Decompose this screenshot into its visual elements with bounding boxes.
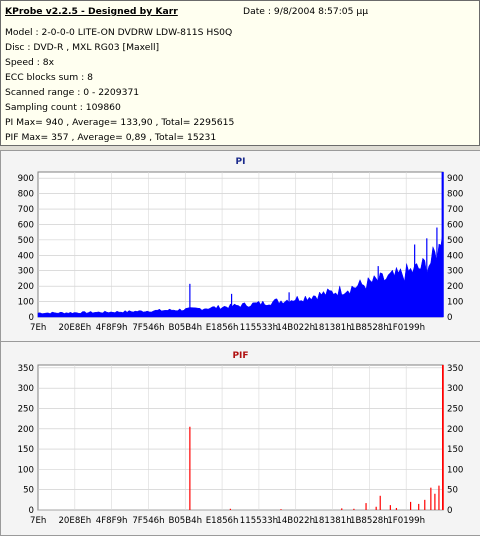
scan-date: Date : 9/8/2004 8:57:05 μμ: [243, 6, 369, 17]
x-tick-label: 181381h: [313, 323, 351, 333]
y-tick-label-left: 200: [18, 282, 34, 292]
pi-chart: 0 0 100 100 200 200 300 300 400 400 500 500 600 600 70…: [18, 171, 463, 333]
x-tick-label: 115533h: [240, 516, 278, 526]
y-tick-label-left: 350: [18, 364, 34, 374]
y-tick-label-left: 50: [23, 486, 34, 496]
y-tick-label-right: 50: [447, 486, 458, 496]
app-title: KProbe v2.2.5 - Designed by Karr: [5, 6, 178, 17]
sampling-count: Sampling count : 109860: [5, 102, 121, 113]
y-tick-label-left: 800: [18, 190, 34, 200]
y-tick-label-right: 350: [447, 364, 463, 374]
x-tick-label: B05B4h: [168, 516, 202, 526]
scanned-range: Scanned range : 0 - 2209371: [5, 87, 140, 98]
y-tick-label-right: 300: [447, 384, 463, 394]
y-tick-label-right: 400: [447, 251, 463, 261]
x-tick-label: 20E8Eh: [58, 323, 91, 333]
drive-model: Model : 2-0-0-0 LITE-ON DVDRW LDW-811S H…: [5, 27, 233, 38]
x-tick-label: 1B8528h: [350, 323, 389, 333]
y-tick-label-right: 500: [447, 236, 463, 246]
y-tick-label-right: 900: [447, 174, 463, 184]
y-tick-label-left: 250: [18, 404, 34, 414]
x-tick-label: 181381h: [313, 516, 351, 526]
y-tick-label-right: 300: [447, 267, 463, 277]
y-tick-label-left: 0: [29, 313, 34, 323]
y-tick-label-left: 300: [18, 384, 34, 394]
y-tick-label-left: 600: [18, 220, 34, 230]
y-tick-label-right: 700: [447, 205, 463, 215]
y-tick-label-left: 200: [18, 425, 34, 435]
disc-type: Disc : DVD-R , MXL RG03 [Maxell]: [5, 42, 160, 53]
report-header: KProbe v2.2.5 - Designed by Karr Date : …: [0, 0, 480, 146]
y-tick-label-right: 600: [447, 220, 463, 230]
y-tick-label-right: 100: [447, 298, 463, 308]
y-tick-label-left: 100: [18, 465, 34, 475]
y-tick-label-right: 800: [447, 190, 463, 200]
y-tick-label-left: 500: [18, 236, 34, 246]
pi-summary: PI Max= 940 , Average= 133,90 , Total= 2…: [5, 117, 235, 128]
y-tick-label-right: 100: [447, 465, 463, 475]
x-tick-label: 4F8F9h: [96, 516, 128, 526]
y-tick-label-left: 100: [18, 298, 34, 308]
pif-chart-panel: PIF 0 0 50 50 100 100 150 150 200 200 250 250 300 300…: [0, 341, 480, 536]
plot-area: [37, 364, 444, 511]
y-tick-label-right: 150: [447, 445, 463, 455]
x-tick-label: 1F0199h: [387, 516, 425, 526]
y-tick-label-left: 700: [18, 205, 34, 215]
x-tick-label: 14B022h: [276, 323, 315, 333]
x-tick-label: 7F546h: [132, 516, 164, 526]
x-tick-label: 14B022h: [276, 516, 315, 526]
x-tick-label: 1B8528h: [350, 516, 389, 526]
pif-chart: 0 0 50 50 100 100 150 150 200 200 250 250 300 300 350 3…: [18, 364, 464, 526]
x-tick-label: 115533h: [240, 323, 278, 333]
y-tick-label-right: 250: [447, 404, 463, 414]
x-tick-label: 1F0199h: [387, 323, 425, 333]
x-tick-label: 7Eh: [30, 323, 46, 333]
x-tick-label: E1856h: [206, 516, 239, 526]
scan-speed: Speed : 8x: [5, 57, 55, 68]
x-tick-label: 4F8F9h: [96, 323, 128, 333]
x-tick-label: 7F546h: [132, 323, 164, 333]
x-tick-label: 7Eh: [30, 516, 46, 526]
pi-chart-panel: PI 0 0 100 100 200 200 300 300 400 400 500 500 600 60…: [0, 150, 480, 345]
y-tick-label-right: 200: [447, 282, 463, 292]
y-tick-label-left: 0: [29, 506, 34, 516]
pi-chart-title: PI: [235, 157, 246, 167]
y-tick-label-left: 400: [18, 251, 34, 261]
y-tick-label-right: 0: [447, 313, 452, 323]
pif-summary: PIF Max= 357 , Average= 0,89 , Total= 15…: [5, 132, 217, 143]
x-tick-label: 20E8Eh: [58, 516, 91, 526]
y-tick-label-right: 200: [447, 425, 463, 435]
pif-chart-title: PIF: [232, 351, 249, 361]
y-tick-label-left: 150: [18, 445, 34, 455]
ecc-blocks-sum: ECC blocks sum : 8: [5, 72, 93, 83]
x-tick-label: E1856h: [206, 323, 239, 333]
y-tick-label-left: 900: [18, 174, 34, 184]
y-tick-label-left: 300: [18, 267, 34, 277]
x-tick-label: B05B4h: [168, 323, 202, 333]
y-tick-label-right: 0: [447, 506, 452, 516]
